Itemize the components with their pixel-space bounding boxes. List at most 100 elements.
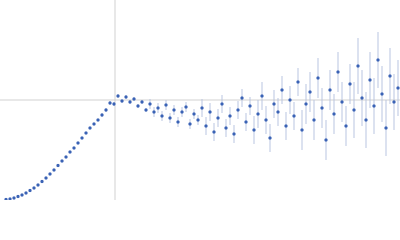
point <box>204 124 208 128</box>
page: {"chart_data": {"type": "scatter", "x": … <box>0 0 400 200</box>
point <box>92 122 96 126</box>
point <box>8 197 12 200</box>
point <box>228 114 232 118</box>
point <box>280 88 284 92</box>
point <box>248 104 252 108</box>
point <box>348 82 352 86</box>
point <box>376 58 380 62</box>
point <box>240 96 244 100</box>
point <box>236 108 240 112</box>
point <box>296 80 300 84</box>
point <box>104 108 108 112</box>
point <box>388 74 392 78</box>
point <box>260 94 264 98</box>
point <box>392 100 396 104</box>
point <box>320 106 324 110</box>
point <box>12 196 16 200</box>
point <box>244 120 248 124</box>
point <box>372 104 376 108</box>
point <box>160 114 164 118</box>
point <box>340 100 344 104</box>
point <box>356 64 360 68</box>
point <box>384 126 388 130</box>
point <box>88 126 92 130</box>
point <box>36 183 40 187</box>
point <box>220 102 224 106</box>
chart <box>0 0 400 200</box>
point <box>152 110 156 114</box>
point <box>32 186 36 190</box>
point <box>360 96 364 100</box>
point <box>172 108 176 112</box>
point <box>164 103 168 107</box>
point <box>4 197 8 200</box>
point <box>40 179 44 184</box>
point <box>44 176 48 180</box>
point <box>68 150 72 154</box>
point <box>180 110 184 114</box>
point <box>252 128 256 132</box>
point <box>352 108 356 112</box>
point <box>288 98 292 102</box>
point <box>256 112 260 116</box>
point <box>380 92 384 96</box>
point <box>76 141 80 145</box>
point <box>184 105 188 109</box>
point <box>212 130 216 134</box>
point <box>64 155 68 159</box>
point <box>284 124 288 128</box>
point <box>60 159 64 163</box>
point <box>216 116 220 120</box>
point <box>48 172 52 176</box>
point <box>24 191 28 195</box>
point <box>264 118 268 122</box>
point <box>108 101 112 105</box>
point <box>120 99 124 103</box>
point <box>396 86 400 90</box>
point <box>148 102 152 106</box>
point <box>112 102 116 106</box>
point <box>332 112 336 116</box>
point <box>368 78 372 82</box>
point <box>200 106 204 110</box>
point <box>84 131 88 135</box>
point <box>52 168 56 172</box>
point <box>312 118 316 122</box>
point <box>364 118 368 122</box>
point <box>308 90 312 94</box>
point <box>328 88 332 92</box>
point <box>268 136 272 140</box>
point <box>116 94 120 98</box>
point <box>128 100 132 104</box>
point <box>272 102 276 106</box>
point <box>56 163 60 168</box>
point <box>20 193 24 197</box>
point <box>80 136 84 140</box>
point <box>168 116 172 120</box>
point <box>292 114 296 118</box>
point <box>16 194 20 199</box>
point <box>324 138 328 142</box>
point <box>300 128 304 132</box>
point <box>344 124 348 128</box>
point <box>176 120 180 124</box>
point <box>304 102 308 106</box>
point <box>156 106 160 110</box>
point <box>96 118 100 122</box>
point <box>136 104 140 108</box>
point <box>124 95 128 99</box>
point <box>336 70 340 74</box>
point <box>192 112 196 116</box>
point <box>132 97 136 101</box>
point <box>28 188 32 193</box>
point <box>100 113 104 117</box>
point <box>72 146 76 150</box>
point <box>144 108 148 112</box>
point <box>276 110 280 114</box>
point <box>208 110 212 114</box>
point <box>316 76 320 80</box>
point <box>224 126 228 130</box>
point <box>140 100 144 104</box>
point <box>232 132 236 136</box>
point <box>188 122 192 126</box>
